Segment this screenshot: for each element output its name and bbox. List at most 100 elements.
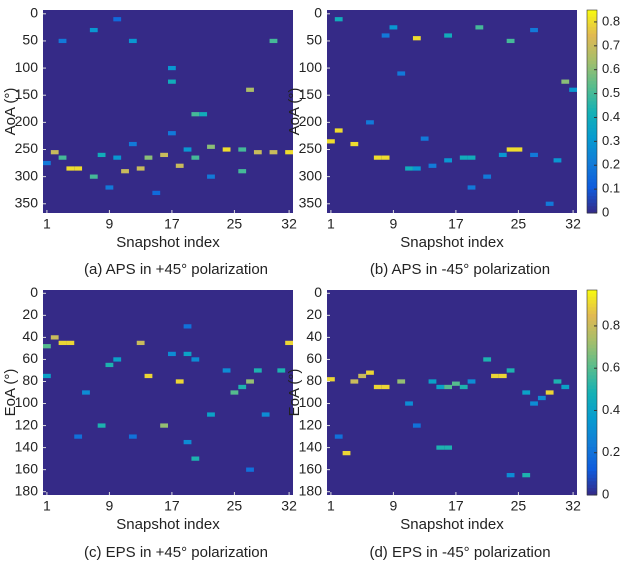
colorbar-tick-label: 0.2: [602, 444, 620, 459]
heat-cell: [82, 390, 90, 395]
heat-cell: [97, 152, 106, 158]
heat-cell: [452, 381, 460, 386]
colorbar-segment: [587, 121, 597, 126]
heat-cell: [350, 141, 359, 147]
colorbar-segment: [587, 101, 597, 106]
colorbar-tick-label: 0.8: [602, 317, 620, 332]
colorbar-tick-label: 0.2: [602, 157, 620, 172]
y-tick-label: 60: [306, 350, 322, 366]
y-tick-label: 20: [22, 306, 38, 322]
heat-cell: [183, 324, 192, 329]
heat-cell: [222, 147, 231, 152]
colorbar-segment: [587, 152, 597, 156]
colorbar-segment: [587, 179, 597, 184]
heat-cell: [553, 379, 562, 384]
heat-cell: [483, 174, 492, 179]
x-tick-label: 25: [227, 498, 243, 514]
colorbar-segment: [587, 488, 597, 493]
colorbar-segment: [587, 423, 597, 428]
heat-cell: [160, 152, 168, 158]
heat-cell: [199, 112, 208, 117]
heat-cell: [498, 152, 507, 158]
heat-cell: [238, 384, 247, 390]
colorbar-segment: [587, 189, 597, 194]
colorbar-segment: [587, 202, 597, 207]
heat-cell: [545, 390, 554, 395]
y-tick-label: 200: [15, 113, 39, 129]
colorbar-segment: [587, 111, 597, 116]
heat-cell: [381, 33, 390, 38]
heat-cell: [246, 379, 254, 384]
colorbar-segment: [587, 141, 597, 146]
colorbar-segment: [587, 337, 597, 342]
colorbar-segment: [587, 91, 597, 96]
heat-cell: [168, 131, 176, 136]
heat-cell: [436, 445, 445, 450]
colorbar-tick-label: 0.5: [602, 85, 620, 100]
y-tick-label: 300: [299, 167, 323, 183]
colorbar-segment: [587, 135, 597, 140]
colorbar-segment: [587, 118, 597, 123]
y-tick-label: 350: [15, 194, 39, 210]
x-tick-label: 25: [227, 216, 243, 232]
y-axis-label: EoA (°): [2, 369, 19, 417]
heat-cell: [491, 373, 499, 379]
colorbar-segment: [587, 16, 597, 21]
colorbar-segment: [587, 443, 597, 448]
x-tick-label: 1: [327, 498, 335, 514]
colorbar-segment: [587, 40, 597, 45]
y-tick-label: 160: [15, 460, 39, 476]
heat-cell: [334, 434, 343, 439]
heat-cell: [428, 379, 437, 384]
colorbar-segment: [587, 307, 597, 311]
colorbar-segment: [587, 454, 597, 458]
heat-cell: [350, 379, 359, 384]
colorbar-segment: [587, 162, 597, 167]
colorbar-segment: [587, 47, 597, 52]
colorbar-segment: [587, 464, 597, 469]
colorbar-segment: [587, 324, 597, 329]
colorbar-segment: [587, 148, 597, 153]
caption: (d) EPS in -45° polarization: [369, 544, 550, 561]
colorbar-segment: [587, 209, 597, 214]
colorbar-segment: [587, 23, 597, 28]
y-tick-label: 120: [15, 416, 39, 432]
colorbar-segment: [587, 313, 597, 318]
y-tick-label: 150: [299, 86, 323, 102]
heat-cell: [128, 38, 137, 44]
x-tick-label: 1: [43, 216, 51, 232]
x-tick-label: 9: [390, 216, 398, 232]
colorbar-segment: [587, 389, 597, 393]
colorbar-segment: [587, 97, 597, 102]
colorbar-segment: [587, 172, 597, 177]
y-tick-label: 0: [314, 284, 322, 300]
heat-cell: [334, 128, 343, 133]
y-tick-label: 40: [22, 328, 38, 344]
colorbar-segment: [587, 114, 597, 119]
heat-cell: [459, 155, 468, 160]
colorbar-segment: [587, 165, 597, 170]
heat-cell: [43, 344, 51, 349]
colorbar-segment: [587, 30, 597, 35]
colorbar-segment: [587, 375, 597, 380]
y-tick-label: 80: [22, 372, 38, 388]
heat-cell: [183, 439, 192, 445]
heat-cell: [397, 71, 406, 76]
x-tick-label: 9: [106, 498, 114, 514]
y-tick-label: 60: [22, 350, 38, 366]
heat-cell: [191, 357, 200, 362]
plot-background: [43, 290, 293, 495]
heat-cell: [285, 150, 293, 155]
colorbar-segment: [587, 406, 597, 411]
x-axis-label: Snapshot index: [116, 234, 220, 251]
y-tick-label: 100: [299, 394, 323, 410]
heat-cell: [467, 185, 476, 190]
colorbar-segment: [587, 419, 597, 424]
colorbar-segment: [587, 334, 597, 339]
heat-cell: [74, 166, 83, 171]
colorbar-segment: [587, 409, 597, 414]
heat-cell: [261, 412, 270, 417]
heat-cell: [183, 147, 192, 152]
heat-cell: [58, 38, 67, 44]
colorbar-segment: [587, 196, 597, 200]
